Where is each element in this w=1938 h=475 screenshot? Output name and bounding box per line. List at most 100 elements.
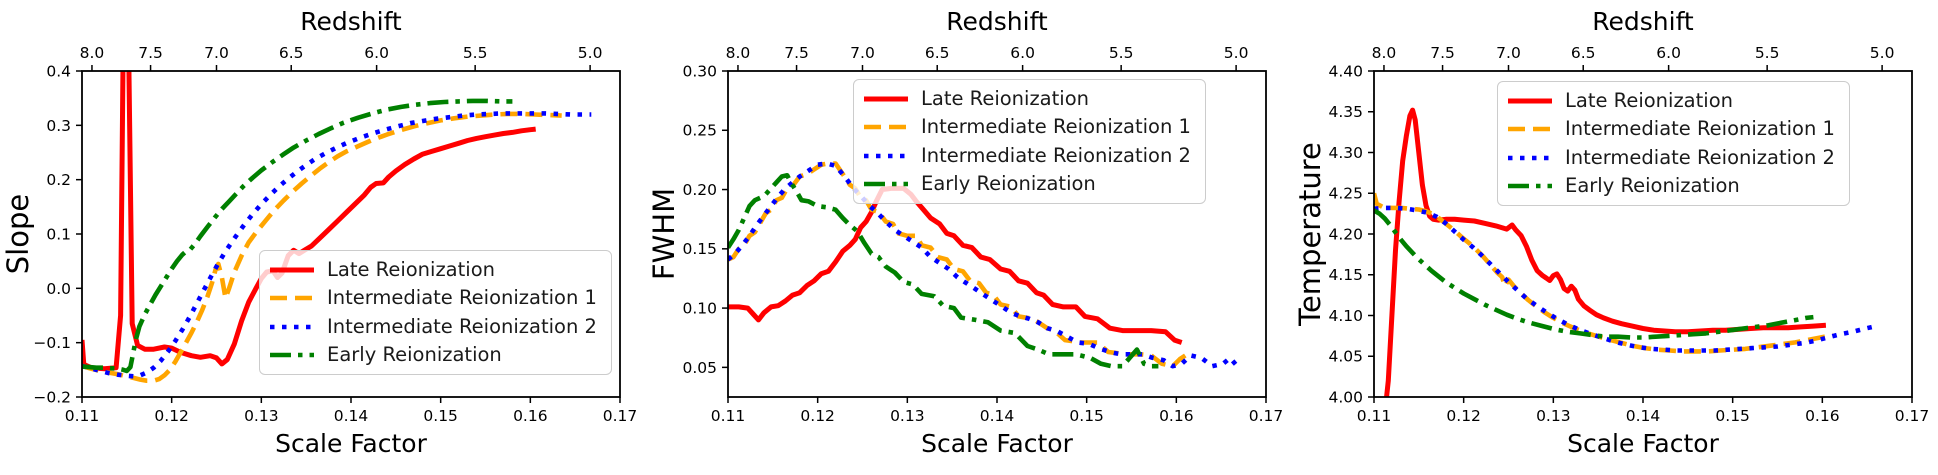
- x-tick-label: 0.11: [1357, 407, 1392, 425]
- legend-item-late-reionization: Late Reionization: [1508, 90, 1835, 111]
- y-tick-label: 4.15: [1328, 266, 1363, 284]
- y-tick-label: 4.30: [1328, 144, 1363, 162]
- redshift-tick-label: 8.0: [726, 44, 751, 62]
- legend-line-swatch-intermediate-reionization-2: [270, 324, 314, 329]
- redshift-tick-label: 5.0: [1870, 44, 1895, 62]
- legend-item-late-reionization: Late Reionization: [270, 259, 597, 280]
- y-tick-label: 0.3: [46, 117, 71, 135]
- x-tick-label: 0.15: [1069, 407, 1104, 425]
- x-axis-title: Scale Factor: [921, 429, 1073, 458]
- x-tick-label: 0.14: [334, 407, 369, 425]
- x-tick-label: 0.12: [800, 407, 835, 425]
- panel-slope: 0.11 0.12 0.13 0.14 0.15 0.16 0.17 8.0 7.5 7.0 6.5…: [0, 0, 646, 475]
- legend-label-intermediate-reionization-2: Intermediate Reionization 2: [921, 143, 1191, 167]
- redshift-tick-label: 5.5: [463, 44, 488, 62]
- legend-line-swatch-late-reionization: [864, 96, 908, 102]
- x-tick-label: 0.14: [980, 407, 1015, 425]
- redshift-tick-label: 7.0: [1496, 44, 1521, 62]
- redshift-tick-label: 5.5: [1755, 44, 1780, 62]
- series-intermediate-reionization-2-line: [82, 111, 592, 379]
- legend-line-swatch-intermediate-reionization-2: [864, 153, 908, 158]
- legend-label-late-reionization: Late Reionization: [327, 258, 495, 281]
- x-tick-label: 0.13: [1536, 407, 1571, 425]
- y-tick-label: 0.2: [46, 171, 71, 189]
- legend-item-early-reionization: Early Reionization: [1508, 175, 1835, 197]
- legend-line-swatch-early-reionization: [270, 352, 314, 358]
- y-tick-label: 4.05: [1328, 348, 1363, 366]
- legend-line-swatch-intermediate-reionization-1: [864, 124, 908, 130]
- redshift-tick-label: 6.5: [925, 44, 950, 62]
- redshift-tick-label: 8.0: [1372, 44, 1397, 62]
- redshift-tick-label: 6.0: [1010, 44, 1035, 62]
- top-axis-title: Redshift: [1592, 7, 1694, 36]
- legend-item-early-reionization: Early Reionization: [864, 172, 1191, 196]
- y-tick-label: 4.40: [1328, 62, 1363, 80]
- redshift-tick-label: 7.0: [850, 44, 875, 62]
- x-axis-title: Scale Factor: [1567, 429, 1719, 458]
- legend-item-intermediate-reionization-1: Intermediate Reionization 1: [864, 116, 1191, 138]
- y-tick-label: 0.15: [682, 240, 717, 258]
- x-tick-label: 0.15: [1715, 407, 1750, 425]
- y-tick-label: −0.1: [33, 334, 71, 352]
- legend-label-late-reionization: Late Reionization: [921, 87, 1089, 110]
- series-intermediate-reionization-2-line: [1374, 205, 1877, 353]
- x-tick-label: 0.16: [1159, 407, 1194, 425]
- legend-item-intermediate-reionization-2: Intermediate Reionization 2: [864, 143, 1191, 167]
- y-tick-label: 0.25: [682, 122, 717, 140]
- redshift-tick-label: 6.0: [364, 44, 389, 62]
- y-tick-label: 0.05: [682, 359, 717, 377]
- legend-line-swatch-early-reionization: [1508, 183, 1552, 189]
- y-tick-label: 4.20: [1328, 225, 1363, 243]
- redshift-tick-label: 7.5: [1430, 44, 1455, 62]
- x-tick-label: 0.15: [423, 407, 458, 425]
- y-axis-title: Slope: [1, 194, 35, 274]
- y-tick-label: 4.25: [1328, 185, 1363, 203]
- x-tick-label: 0.13: [890, 407, 925, 425]
- slope-chart: 0.11 0.12 0.13 0.14 0.15 0.16 0.17 8.0 7.5 7.0 6.5…: [1, 7, 637, 458]
- legend-line-swatch-intermediate-reionization-1: [1508, 126, 1552, 132]
- legend-label-intermediate-reionization-1: Intermediate Reionization 1: [1565, 117, 1835, 141]
- legend-line-swatch-intermediate-reionization-2: [1508, 155, 1552, 160]
- legend-item-intermediate-reionization-1: Intermediate Reionization 1: [1508, 117, 1835, 141]
- top-axis-title: Redshift: [946, 7, 1048, 36]
- redshift-tick-label: 6.5: [1571, 44, 1596, 62]
- legend-line-swatch-early-reionization: [864, 181, 908, 187]
- legend-label-late-reionization: Late Reionization: [1565, 89, 1733, 112]
- y-tick-label: 0.0: [46, 280, 71, 298]
- x-tick-label: 0.16: [513, 407, 548, 425]
- y-tick-label: 0.1: [46, 225, 71, 243]
- legend-item-intermediate-reionization-1: Intermediate Reionization 1: [270, 287, 597, 309]
- redshift-tick-label: 7.5: [784, 44, 809, 62]
- legend-slope: Late Reionization Intermediate Reionizati…: [259, 250, 612, 375]
- y-tick-label: 4.35: [1328, 103, 1363, 121]
- legend-fwhm: Late Reionization Intermediate Reionizati…: [853, 79, 1206, 204]
- x-tick-label: 0.11: [65, 407, 100, 425]
- series-late-reionization-line: [728, 185, 1183, 345]
- x-tick-label: 0.14: [1626, 407, 1661, 425]
- legend-item-early-reionization: Early Reionization: [270, 344, 597, 366]
- legend-label-early-reionization: Early Reionization: [921, 172, 1096, 196]
- redshift-tick-label: 5.0: [578, 44, 603, 62]
- x-tick-label: 0.11: [711, 407, 746, 425]
- y-axis-title: Temperature: [1293, 142, 1327, 327]
- x-tick-label: 0.16: [1805, 407, 1840, 425]
- y-tick-label: 4.00: [1328, 388, 1363, 406]
- y-tick-label: 0.30: [682, 62, 717, 80]
- legend-item-late-reionization: Late Reionization: [864, 88, 1191, 109]
- series-intermediate-reionization-1-line: [82, 111, 562, 383]
- series-early-reionization-line: [728, 173, 1159, 369]
- legend-label-intermediate-reionization-2: Intermediate Reionization 2: [1565, 145, 1835, 169]
- redshift-tick-label: 7.5: [138, 44, 163, 62]
- x-axis-title: Scale Factor: [275, 429, 427, 458]
- legend-line-swatch-late-reionization: [270, 267, 314, 273]
- redshift-tick-label: 5.0: [1224, 44, 1249, 62]
- series-late-reionization-line: [1384, 107, 1827, 397]
- redshift-tick-label: 7.0: [204, 44, 229, 62]
- y-tick-label: 0.4: [46, 62, 71, 80]
- y-tick-label: −0.2: [33, 388, 71, 406]
- panel-fwhm: 0.11 0.12 0.13 0.14 0.15 0.16 0.17 8.0 7.5 7.0 6.5…: [646, 0, 1292, 475]
- fwhm-chart: 0.11 0.12 0.13 0.14 0.15 0.16 0.17 8.0 7.5 7.0 6.5…: [647, 7, 1283, 458]
- series-early-reionization-line: [82, 98, 513, 374]
- top-axis-title: Redshift: [300, 7, 402, 36]
